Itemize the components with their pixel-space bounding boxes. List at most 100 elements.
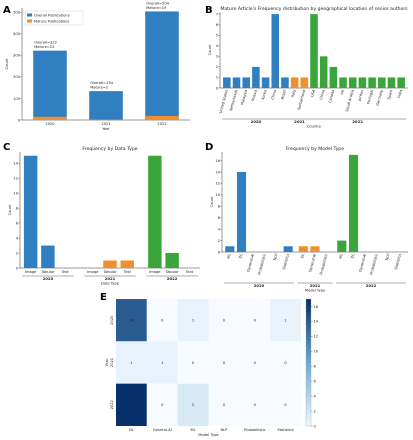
panel-b-bar [387, 77, 396, 88]
panel-a-y-tick-label: 100 [13, 97, 21, 101]
panel-b-x-tick-label: Brazil [280, 89, 286, 100]
panel-b-bar [242, 77, 250, 88]
panel-b-bar [329, 66, 338, 88]
panel-e-y-axis-label: Year [105, 358, 109, 366]
panel-e-heatmap-cell [270, 299, 301, 342]
panel-e-cell-value: 1 [284, 318, 286, 322]
panel-b-year-label: 2021 [294, 119, 305, 124]
panel-e-cell-value: 0 [284, 403, 287, 407]
panel-c-year-label: 2022 [167, 276, 178, 281]
panel-d-year-label: 2021 [310, 283, 321, 288]
panel-e-heatmap-cell [177, 383, 209, 426]
panel-e-colorbar-segment [306, 416, 311, 421]
panel-e-cell-value: 0 [223, 318, 226, 322]
panel-e-colorbar-segment [306, 372, 311, 376]
panel-e-heatmap-cell [270, 341, 301, 384]
panel-a-x-tick-label: 2020 [45, 122, 55, 126]
panel-b-x-tick-label: China [319, 89, 326, 100]
panel-e-x-tick-label: General-AI [153, 428, 172, 432]
panel-e-colorbar-segment [306, 308, 311, 313]
panel-e-colorbar-tick-label: 8 [314, 365, 317, 369]
panel-e-heatmap-cell [208, 299, 240, 342]
panel-e-colorbar-segment [306, 413, 311, 417]
panel-a-bar-overall [89, 91, 123, 120]
panel-c-y-tick-label: 14 [13, 162, 18, 166]
panel-d-y-tick-label: 2 [218, 239, 220, 243]
panel-b-y-axis-label: Count [208, 44, 212, 55]
panel-e-x-axis-label: Model Type [198, 433, 219, 437]
panel-e-colorbar-segment [306, 394, 311, 398]
panel-a-x-axis-label: Year [102, 127, 110, 131]
panel-e-cell-value: 0 [254, 403, 257, 407]
panel-a-y-tick-label: 300 [13, 54, 21, 58]
panel-e-colorbar-segment [306, 343, 311, 348]
panel-d-bar [236, 172, 247, 252]
panel-c-bar [165, 253, 179, 268]
panel-b-x-tick-label: Germany [376, 88, 384, 106]
panel-c-y-tick-label: 6 [16, 221, 19, 225]
panel-e-heatmap-cell [146, 341, 178, 384]
panel-c-x-axis-label: Data Type [101, 282, 120, 286]
panel-e-colorbar-tick-label: 10 [314, 350, 319, 354]
panel-d-x-tick-label: Probabilistic [257, 253, 266, 275]
panel-e-colorbar-tick-label: 12 [314, 335, 319, 339]
panel-c-y-tick-label: 0 [16, 266, 19, 270]
panel-e-cell-value: 14 [129, 318, 134, 322]
panel-e-colorbar-segment [306, 302, 311, 306]
panel-e-heatmap-cell [239, 383, 271, 426]
panel-e-cell-value: 2 [192, 403, 194, 407]
panel-e-cell-value: 0 [223, 361, 226, 365]
panel-b-bar [232, 77, 241, 88]
panel-e-colorbar-segment [306, 352, 311, 357]
panel-b-title: Mature Article's Frequency distribution … [220, 6, 408, 12]
panel-e-colorbar-segment [306, 397, 311, 401]
panel-e-colorbar-segment [306, 305, 311, 309]
panel-e-colorbar-segment [306, 419, 311, 424]
panel-c-title: Frequency by Data Type [82, 146, 137, 152]
panel-c-bar [23, 155, 38, 268]
panel-e-colorbar-tick-label: 2 [314, 409, 316, 413]
panel-a-legend-box [24, 10, 84, 26]
panel-c-y-tick-label: 12 [13, 176, 18, 180]
panel-e-colorbar-tick-label: 16 [314, 305, 319, 309]
panel-letter-c: C [3, 142, 10, 153]
panel-e-colorbar-segment [306, 384, 311, 389]
panel-a-y-tick-label: 400 [13, 32, 21, 36]
panel-d-x-tick-label: General-AI [308, 253, 317, 272]
panel-c-y-tick-label: 8 [16, 206, 19, 210]
panel-c-x-tick-label: Image [25, 270, 37, 274]
panel-e-colorbar-segment [306, 422, 311, 427]
panel-c-x-tick-label: Text [123, 270, 132, 274]
panel-b-x-tick-label: Canada [328, 89, 335, 103]
panel-e-colorbar-segment [306, 299, 311, 303]
panel-b-x-tick-label: Spain [387, 89, 393, 100]
panel-e-cell-value: 1 [130, 361, 132, 365]
panel-a-chart: 0 100 200 300 400 500 2020 Overall=322Mature=15… [5, 1, 190, 131]
panel-d-year-label: 2020 [254, 283, 265, 288]
panel-d-x-tick-label: DL [238, 253, 243, 259]
panel-e-heatmap-cell [177, 341, 209, 384]
panel-d-x-tick-label: NLP [385, 252, 391, 260]
panel-c-y-tick-label: 10 [13, 191, 18, 195]
panel-e-x-tick-label: Statistics [277, 428, 294, 432]
panel-letter-e: E [100, 292, 107, 303]
panel-letter-a: A [3, 5, 11, 16]
panel-e-colorbar-tick-label: 0 [314, 424, 317, 428]
panel-a-annotation-mature: Mature=19 [146, 6, 167, 10]
panel-a-bar-overall [33, 50, 67, 121]
panel-b-x-tick-label: Malaysia [240, 89, 248, 105]
panel-e-colorbar-tick-label: 6 [314, 379, 317, 383]
panel-b-bar [281, 77, 289, 88]
panel-e-colorbar-segment [306, 340, 311, 344]
panel-c-bar [103, 260, 117, 268]
panel-c-x-tick-label: Image [87, 270, 99, 274]
panel-d-title: Frequency by Model Type [286, 146, 344, 152]
panel-d-year-label: 2022 [366, 283, 377, 288]
panel-b-year-label: 2020 [251, 119, 262, 124]
panel-c-x-tick-label: Tabular [102, 270, 117, 274]
panel-b-bar [358, 77, 367, 88]
panel-b-bar [252, 66, 260, 88]
panel-a-bar-overall [145, 11, 179, 121]
panel-d-y-tick-label: 6 [218, 216, 221, 220]
panel-d-y-tick-label: 14 [215, 170, 220, 174]
